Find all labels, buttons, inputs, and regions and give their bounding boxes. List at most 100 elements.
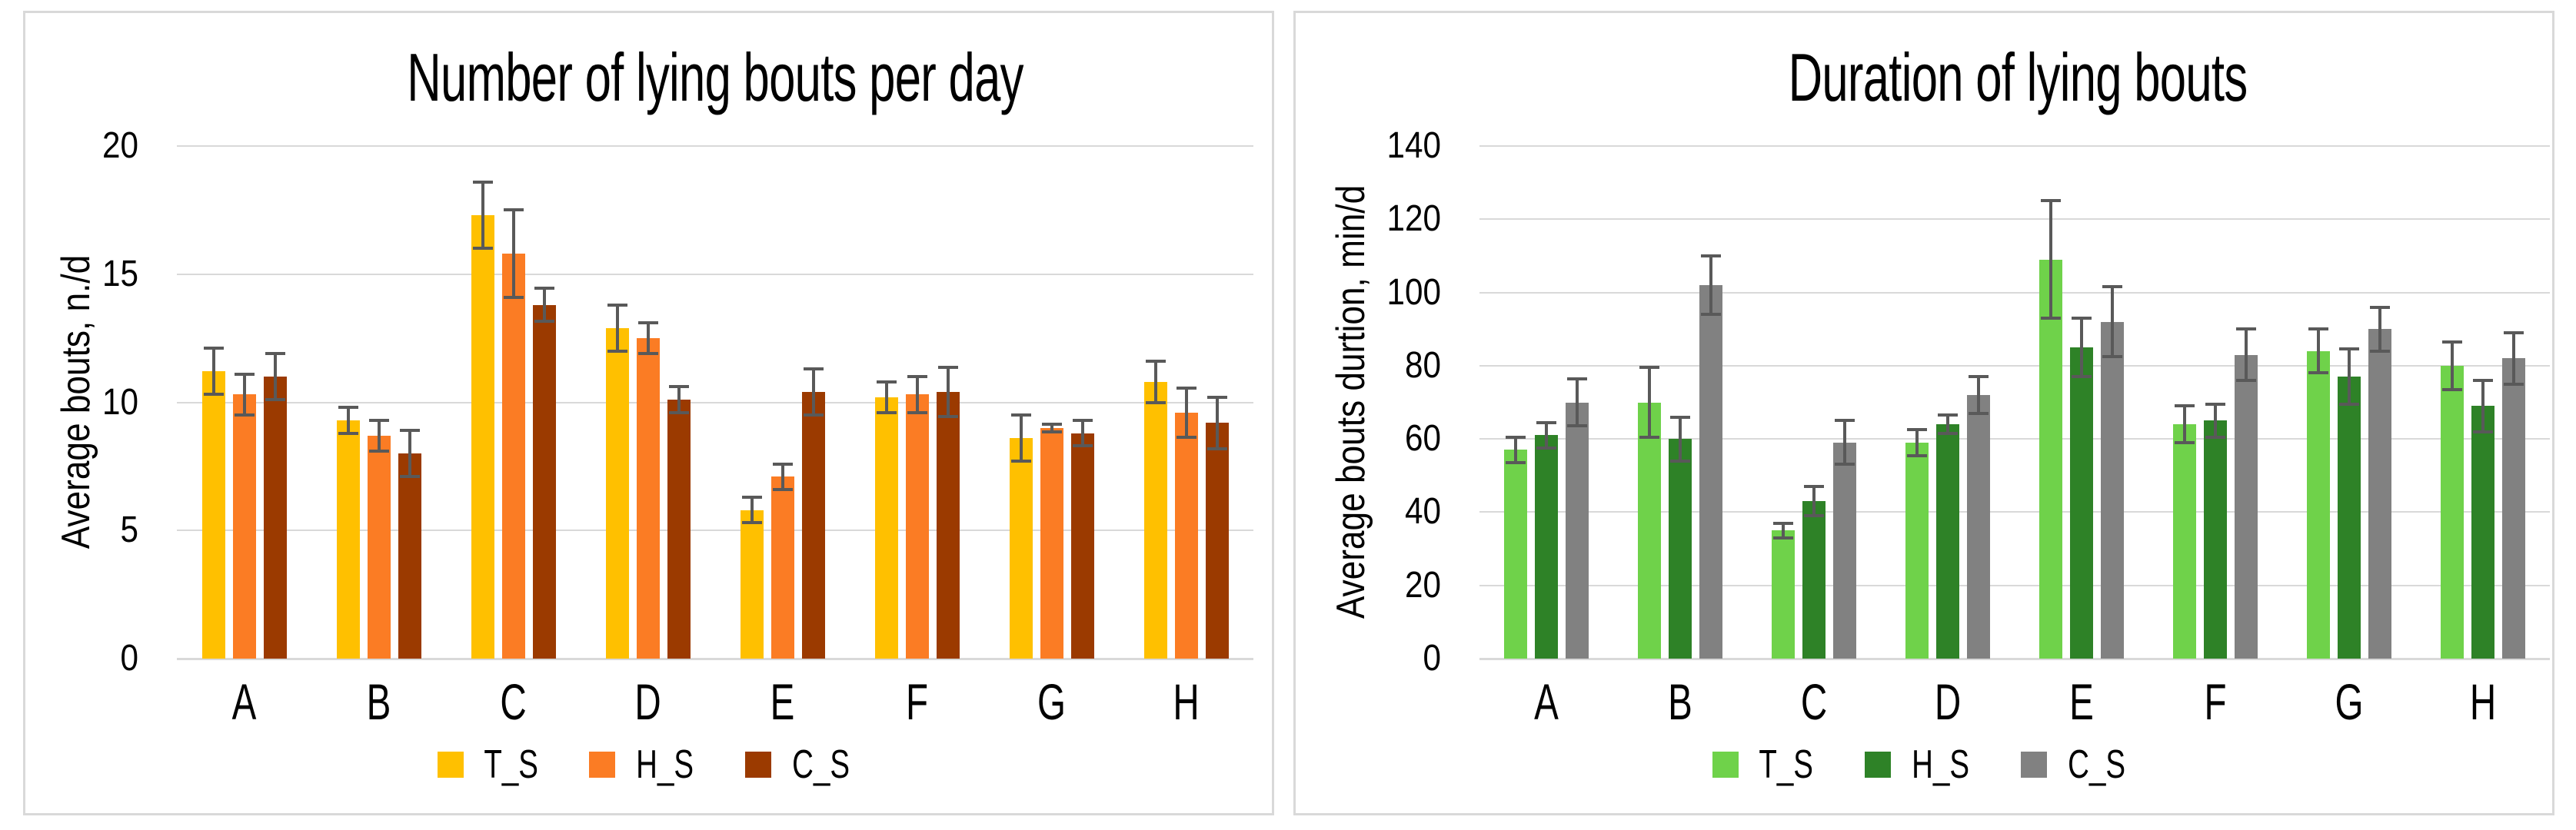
legend-item: T_S <box>437 743 547 786</box>
legend-label: T_S <box>1759 742 1814 787</box>
y-tick-label: 40 <box>1405 491 1441 533</box>
bar-T_S-C <box>471 215 494 659</box>
error-bar-cap-bottom <box>637 352 658 356</box>
legend-swatch-c-s <box>2020 752 2047 778</box>
error-bar-cap-top <box>1176 387 1196 390</box>
bar-C_S-D <box>667 400 691 659</box>
error-bar-cap-bottom <box>1536 447 1556 450</box>
error-bar <box>242 374 246 416</box>
error-bar-cap-top <box>876 380 897 383</box>
gridline <box>177 530 1253 532</box>
error-bar-cap-top <box>2308 327 2328 331</box>
error-bar-cap-bottom <box>876 410 897 414</box>
category-label: F <box>2204 673 2227 730</box>
bar-C_S-G <box>1070 433 1094 659</box>
error-bar-cap-bottom <box>1072 444 1093 448</box>
error-bar <box>1915 430 1919 456</box>
error-bar-cap-top <box>2072 316 2092 320</box>
error-bar-cap-top <box>1773 521 1793 525</box>
error-bar <box>273 354 277 400</box>
error-bar <box>2214 403 2217 437</box>
bar-C_S-D <box>1967 394 1990 659</box>
error-bar <box>915 377 919 413</box>
error-bar-cap-bottom <box>668 410 689 414</box>
error-bar-cap-bottom <box>1639 435 1659 439</box>
bar-H_S-B <box>1669 439 1692 659</box>
legend-label: C_S <box>792 742 850 787</box>
legend-swatch-c-s <box>745 752 772 778</box>
error-bar-cap-bottom <box>2370 349 2390 353</box>
error-bar-cap-top <box>1536 420 1556 424</box>
chart-title: Number of lying bouts per day <box>407 39 1023 115</box>
y-tick-label: 10 <box>102 381 138 423</box>
error-bar-cap-bottom <box>803 413 824 417</box>
error-bar <box>946 367 950 417</box>
error-bar-cap-top <box>1835 419 1855 423</box>
error-bar-cap-bottom <box>937 414 958 418</box>
error-bar-cap-bottom <box>1907 453 1927 457</box>
error-bar-cap-bottom <box>399 475 420 479</box>
error-bar <box>1019 415 1023 462</box>
legend-item: C_S <box>2020 742 2135 787</box>
bar-H_S-F <box>905 394 929 659</box>
category-label: F <box>905 673 929 730</box>
error-bar-cap-bottom <box>2102 354 2122 358</box>
bar-C_S-A <box>1566 402 1589 659</box>
plot-area: 0 5 10 15 20 A B C D E F G H <box>25 13 1272 813</box>
category-label: B <box>366 673 391 730</box>
error-bar <box>346 407 350 433</box>
error-bar-cap-top <box>1206 395 1227 399</box>
bar-T_S-H <box>1143 381 1167 659</box>
y-tick-label: 0 <box>120 638 138 679</box>
error-bar <box>511 210 515 297</box>
error-bar-cap-bottom <box>772 487 793 491</box>
error-bar-cap-bottom <box>2308 371 2328 375</box>
gridline <box>1479 584 2550 586</box>
error-bar <box>2451 341 2454 390</box>
bar-C_S-B <box>1699 285 1722 659</box>
error-bar-cap-bottom <box>2072 375 2092 379</box>
error-bar-cap-top <box>234 372 255 376</box>
bar-T_S-B <box>336 420 360 659</box>
category-label: B <box>1668 673 1692 730</box>
bar-H_S-D <box>636 338 660 659</box>
error-bar-cap-top <box>1670 415 1690 419</box>
error-bar <box>2481 380 2484 432</box>
error-bar <box>646 323 650 354</box>
legend-item: H_S <box>1864 742 1979 787</box>
error-bar-cap-top <box>2504 330 2524 334</box>
legend-swatch-t-s <box>437 752 464 778</box>
x-axis-line <box>177 658 1253 660</box>
bar-H_S-H <box>1174 412 1198 659</box>
gridline <box>1479 291 2550 294</box>
error-bar <box>1977 377 1980 413</box>
legend-label: H_S <box>1911 742 1969 787</box>
legend-label: C_S <box>2067 742 2125 787</box>
category-label: G <box>1037 673 1066 730</box>
gridline <box>177 273 1253 275</box>
y-tick-label: 100 <box>1386 271 1441 313</box>
error-bar-cap-bottom <box>1773 536 1793 540</box>
error-bar-cap-bottom <box>1938 431 1958 435</box>
bar-T_S-F <box>874 397 898 659</box>
y-tick-label: 120 <box>1386 198 1441 240</box>
error-bar-cap-bottom <box>472 247 493 251</box>
error-bar <box>811 369 815 416</box>
bar-T_S-E <box>740 510 764 659</box>
bar-C_S-G <box>2368 329 2391 659</box>
gridline <box>177 145 1253 147</box>
bar-C_S-E <box>2101 321 2124 659</box>
error-bar-cap-top <box>503 208 524 212</box>
error-bar <box>542 288 546 322</box>
chart-panel-lying-bouts-duration: Duration of lying bouts Average bouts du… <box>1293 11 2554 815</box>
error-bar-cap-top <box>1145 360 1166 364</box>
error-bar <box>2183 406 2186 443</box>
error-bar-cap-bottom <box>1176 435 1196 439</box>
y-tick-label: 5 <box>120 510 138 551</box>
error-bar-cap-bottom <box>2442 387 2462 391</box>
error-bar <box>1514 437 1517 463</box>
bar-T_S-D <box>605 327 629 659</box>
error-bar-cap-top <box>1907 428 1927 432</box>
legend: T_S H_S C_S <box>25 743 1272 786</box>
x-axis-line <box>1479 658 2550 660</box>
